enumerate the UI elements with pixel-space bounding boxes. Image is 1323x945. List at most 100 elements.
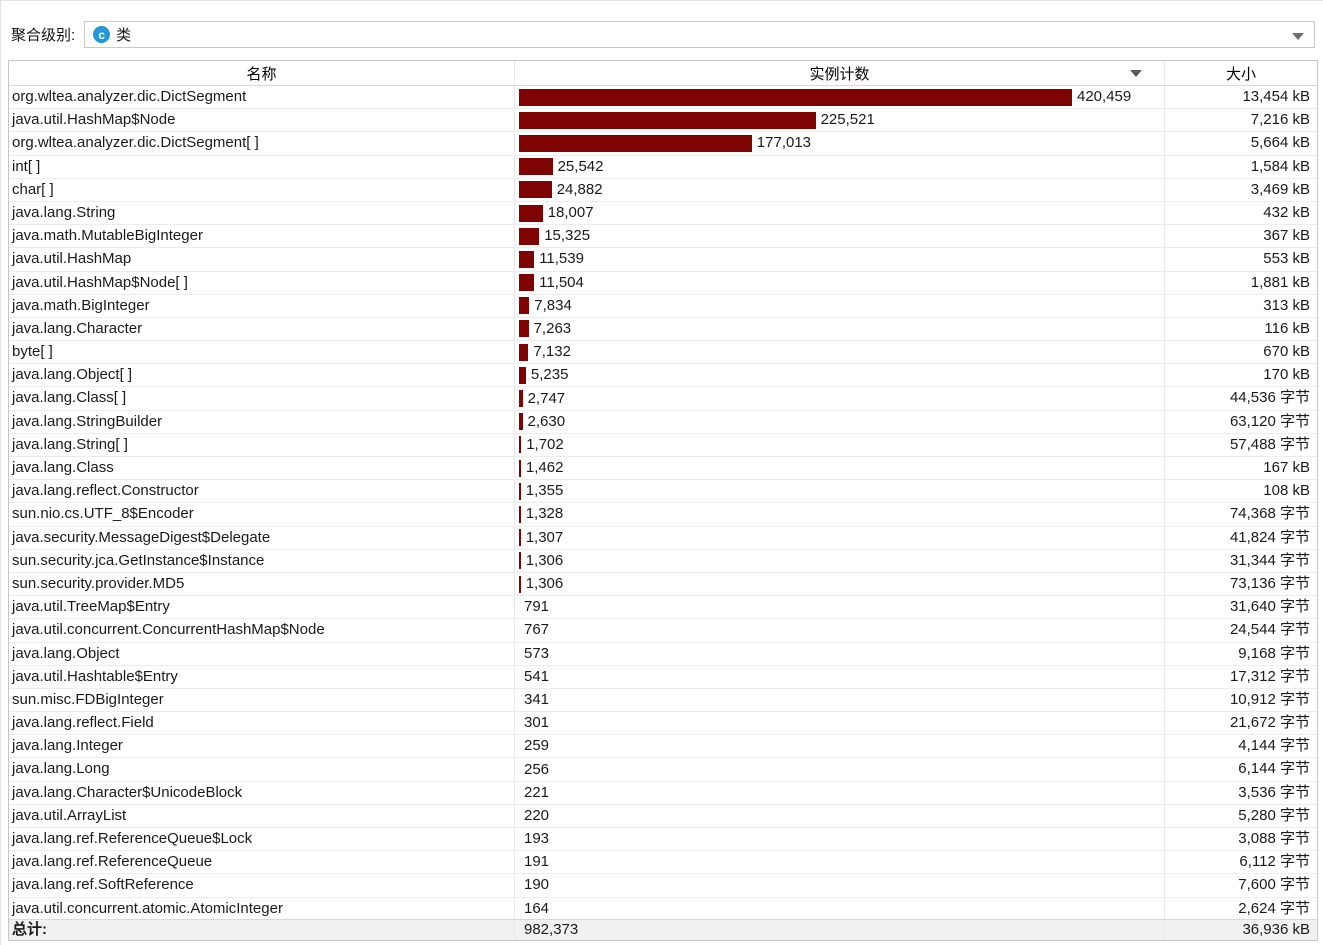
instance-count-cell: 420,459	[515, 86, 1165, 109]
instance-count-cell: 221	[515, 781, 1165, 804]
instance-count-cell: 341	[515, 688, 1165, 712]
instance-count-value: 541	[524, 667, 550, 685]
column-header-instance-count[interactable]: 实例计数	[515, 61, 1165, 85]
size-cell: 57,488 字节	[1229, 435, 1310, 453]
table-row[interactable]: java.lang.String 18,007 432 kB	[9, 201, 1317, 226]
table-row[interactable]: java.util.concurrent.atomic.AtomicIntege…	[9, 897, 1317, 919]
table-row[interactable]: java.util.Hashtable$Entry 541 17,312 字节	[9, 665, 1317, 689]
size-cell: 4,144 字节	[1238, 737, 1310, 755]
table-row[interactable]: java.lang.Object[ ] 5,235 170 kB	[9, 364, 1317, 388]
size-cell: 63,120 字节	[1229, 412, 1310, 430]
class-name-cell: java.lang.Object[ ]	[9, 364, 515, 387]
class-name-cell: char[ ]	[9, 178, 515, 201]
class-icon-letter: c	[98, 27, 106, 42]
instance-count-bar	[519, 111, 816, 129]
table-row[interactable]: java.lang.ref.SoftReference 190 7,600 字节	[9, 874, 1317, 898]
table-row[interactable]: java.math.MutableBigInteger 15,325 367 kB	[9, 225, 1317, 249]
table-row[interactable]: java.util.concurrent.ConcurrentHashMap$N…	[9, 619, 1317, 643]
table-row[interactable]: org.wltea.analyzer.dic.DictSegment[ ] 177…	[9, 132, 1317, 156]
instance-count-cell: 1,328	[515, 503, 1165, 526]
instance-count-cell: 193	[515, 828, 1165, 851]
table-row[interactable]: java.util.HashMap 11,539 553 kB	[9, 248, 1317, 272]
table-row[interactable]: java.math.BigInteger 7,834 313 kB	[9, 294, 1317, 318]
class-name-cell: java.lang.String[ ]	[9, 433, 515, 456]
table-row[interactable]: java.security.MessageDigest$Delegate 1,30…	[9, 526, 1317, 550]
table-row[interactable]: java.lang.ref.ReferenceQueue 191 6,112 字节	[9, 851, 1317, 875]
table-row[interactable]: sun.misc.FDBigInteger 341 10,912 字节	[9, 688, 1317, 713]
table-row[interactable]: sun.security.jca.GetInstance$Instance 1,3…	[9, 549, 1317, 573]
table-row[interactable]: char[ ] 24,882 3,469 kB	[9, 178, 1317, 202]
table-row[interactable]: java.util.HashMap$Node 225,521 7,216 kB	[9, 109, 1317, 133]
class-name-cell: sun.nio.cs.UTF_8$Encoder	[9, 503, 515, 526]
table-row[interactable]: sun.nio.cs.UTF_8$Encoder 1,328 74,368 字节	[9, 503, 1317, 527]
class-name-cell: java.lang.ref.ReferenceQueue$Lock	[9, 828, 515, 851]
instance-count-bar	[519, 552, 521, 570]
instance-count-value: 220	[524, 806, 550, 824]
instance-count-value: 791	[524, 598, 550, 616]
column-header-name-label: 名称	[246, 65, 277, 83]
instance-count-value: 256	[524, 760, 550, 778]
instance-count-cell: 225,521	[515, 109, 1165, 132]
column-header-name[interactable]: 名称	[9, 61, 515, 85]
table-row[interactable]: byte[ ] 7,132 670 kB	[9, 341, 1317, 365]
table-row[interactable]: java.util.TreeMap$Entry 791 31,640 字节	[9, 596, 1317, 620]
class-name-cell: java.lang.reflect.Constructor	[9, 480, 515, 503]
table-row[interactable]: int[ ] 25,542 1,584 kB	[9, 155, 1317, 179]
aggregation-toolbar: 聚合级别: c 类	[11, 21, 1315, 48]
instance-count-cell: 5,235	[515, 364, 1165, 387]
table-row[interactable]: java.lang.String[ ] 1,702 57,488 字节	[9, 433, 1317, 457]
table-row[interactable]: java.lang.Long 256 6,144 字节	[9, 758, 1317, 782]
size-cell: 31,640 字节	[1229, 598, 1310, 616]
table-row[interactable]: java.lang.Character 7,263 116 kB	[9, 317, 1317, 342]
instance-count-cell: 220	[515, 804, 1165, 827]
class-name-cell: java.util.HashMap$Node	[9, 109, 515, 132]
size-cell: 167 kB	[1263, 459, 1310, 476]
class-name-cell: java.security.MessageDigest$Delegate	[9, 526, 515, 549]
instance-count-value: 7,132	[533, 343, 571, 361]
instance-count-bar	[519, 297, 530, 315]
instance-count-bar	[519, 134, 752, 152]
class-icon: c	[93, 26, 111, 43]
table-row[interactable]: java.lang.ref.ReferenceQueue$Lock 193 3,08…	[9, 828, 1317, 852]
aggregation-level-select[interactable]: c 类	[84, 21, 1315, 48]
size-cell: 3,536 字节	[1238, 783, 1310, 801]
table-row[interactable]: java.lang.Class 1,462 167 kB	[9, 457, 1317, 481]
table-row[interactable]: java.lang.Character$UnicodeBlock 221 3,536…	[9, 781, 1317, 805]
class-name-cell: java.lang.Class	[9, 457, 515, 480]
instance-count-cell: 18,007	[515, 201, 1165, 225]
table-row[interactable]: sun.security.provider.MD5 1,306 73,136 字节	[9, 572, 1317, 597]
table-row[interactable]: java.lang.reflect.Constructor 1,355 108 kB	[9, 480, 1317, 504]
instance-count-cell: 2,630	[515, 410, 1165, 433]
instance-count-cell: 259	[515, 735, 1165, 758]
instance-count-cell: 791	[515, 596, 1165, 619]
instance-count-cell: 11,539	[515, 248, 1165, 271]
size-cell: 432 kB	[1263, 203, 1310, 221]
total-count-value: 982,373	[524, 921, 579, 938]
table-row[interactable]: java.lang.StringBuilder 2,630 63,120 字节	[9, 410, 1317, 434]
table-row[interactable]: java.lang.Class[ ] 2,747 44,536 字节	[9, 387, 1317, 411]
instance-count-cell: 164	[515, 897, 1165, 919]
instance-count-value: 164	[524, 899, 550, 917]
size-cell: 553 kB	[1263, 250, 1310, 268]
instance-count-bar	[519, 320, 529, 338]
table-row[interactable]: org.wltea.analyzer.dic.DictSegment 420,45…	[9, 86, 1317, 110]
instance-count-cell: 25,542	[515, 155, 1165, 178]
class-name-cell: sun.security.provider.MD5	[9, 572, 515, 596]
table-row[interactable]: java.util.HashMap$Node[ ] 11,504 1,881 kB	[9, 271, 1317, 295]
instance-count-cell: 2,747	[515, 387, 1165, 410]
instance-count-value: 7,263	[533, 319, 572, 337]
table-row[interactable]: java.lang.reflect.Field 301 21,672 字节	[9, 712, 1317, 736]
table-row[interactable]: java.lang.Integer 259 4,144 字节	[9, 735, 1317, 759]
total-count-cell: 982,373	[515, 920, 1165, 940]
class-name-cell: java.lang.Class[ ]	[9, 387, 515, 410]
column-header-size[interactable]: 大小	[1165, 61, 1317, 85]
table-row[interactable]: java.util.ArrayList 220 5,280 字节	[9, 804, 1317, 828]
instance-count-bar	[519, 459, 521, 477]
instance-count-bar	[519, 181, 552, 199]
table-row[interactable]: java.lang.Object 573 9,168 字节	[9, 642, 1317, 666]
class-name-cell: byte[ ]	[9, 341, 515, 364]
class-name-cell: java.lang.ref.ReferenceQueue	[9, 851, 515, 874]
instance-count-value: 1,307	[525, 528, 564, 546]
instance-count-value: 1,306	[525, 551, 564, 569]
instance-count-value: 573	[524, 644, 550, 662]
